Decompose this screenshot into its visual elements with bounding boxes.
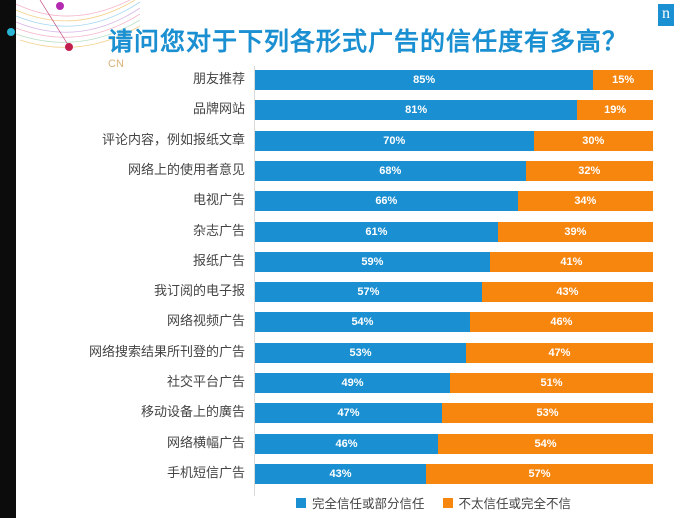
data-label-distrust: 57% (528, 467, 551, 480)
data-label-distrust: 32% (578, 164, 601, 177)
category-label: 网络视频广告 (166, 314, 245, 330)
bar-trust (255, 463, 427, 484)
legend: 完全信任或部分信任 不太信任或完全不信 (296, 493, 589, 512)
left-dark-strip (0, 0, 16, 518)
category-label: 电视广告 (192, 193, 245, 209)
bar-trust (255, 130, 534, 151)
legend-label-trust: 完全信任或部分信任 (312, 496, 425, 511)
category-axis (254, 66, 255, 496)
bar-distrust (593, 70, 653, 90)
decorative-arcs (7, 0, 140, 51)
data-label-trust: 54% (351, 316, 374, 329)
category-label: 手机短信广告 (166, 465, 245, 481)
category-label: 评论内容，例如报纸文章 (101, 132, 245, 148)
data-label-trust: 47% (337, 407, 360, 420)
data-label-distrust: 15% (612, 74, 635, 86)
data-label-trust: 81% (405, 104, 428, 117)
bar-trust (255, 70, 594, 90)
bar-distrust (481, 282, 653, 303)
bar-distrust (525, 160, 653, 181)
category-label: 移动设备上的廣告 (140, 405, 245, 421)
legend-label-distrust: 不太信任或完全不信 (458, 496, 572, 511)
data-label-trust: 68% (379, 164, 402, 177)
data-label-distrust: 53% (536, 407, 559, 420)
data-label-trust: 43% (329, 467, 352, 480)
category-label: 社交平台广告 (166, 375, 245, 390)
data-label-distrust: 39% (564, 225, 587, 238)
region-label: CN (108, 58, 124, 70)
data-label-trust: 46% (335, 437, 358, 450)
data-label-distrust: 54% (534, 437, 557, 450)
data-label-trust: 70% (383, 134, 406, 147)
bar-trust (255, 282, 482, 303)
bar-distrust (533, 130, 653, 151)
bar-trust (255, 433, 439, 454)
category-label: 网络横幅广告 (166, 435, 245, 451)
bar-trust (255, 221, 498, 242)
bar-trust (255, 160, 526, 181)
bar-trust (255, 191, 518, 212)
category-label: 网络上的使用者意见 (127, 162, 245, 178)
page-title: 请问您对于下列各形式广告的信任度有多高？ (108, 27, 629, 56)
data-label-distrust: 47% (548, 346, 571, 359)
data-label-trust: 53% (349, 346, 372, 359)
data-label-distrust: 30% (582, 134, 605, 147)
bar-distrust (469, 312, 653, 333)
data-label-trust: 49% (341, 377, 364, 389)
category-label: 报纸广告 (192, 253, 245, 269)
category-label: 朋友推荐 (192, 72, 245, 87)
bar-trust (255, 312, 470, 333)
bar-trust (255, 373, 451, 393)
legend-swatch-distrust (442, 497, 453, 508)
bar-distrust (426, 463, 653, 484)
bar-trust (255, 342, 466, 363)
nielsen-logo: n (658, 4, 674, 26)
bar-distrust (450, 373, 653, 393)
data-label-distrust: 41% (560, 255, 583, 268)
data-label-distrust: 51% (540, 377, 563, 389)
bar-distrust (465, 342, 653, 363)
bar-distrust (438, 433, 653, 454)
data-label-trust: 57% (357, 286, 380, 299)
legend-item-trust: 完全信任或部分信任 (296, 493, 425, 512)
data-label-trust: 66% (375, 195, 398, 208)
category-label: 品牌网站 (192, 102, 245, 118)
bar-trust (255, 251, 490, 272)
legend-item-distrust: 不太信任或完全不信 (442, 493, 572, 512)
bar-distrust (442, 403, 653, 424)
bar-trust (255, 403, 443, 424)
data-label-distrust: 46% (550, 316, 573, 329)
legend-swatch-trust (296, 497, 306, 508)
bar-distrust (497, 221, 653, 242)
category-label: 网络搜索结果所刊登的广告 (88, 344, 245, 360)
data-label-trust: 61% (365, 225, 388, 238)
data-label-distrust: 34% (574, 195, 597, 208)
bar-distrust (577, 100, 653, 121)
data-label-trust: 85% (413, 74, 436, 86)
bar-distrust (489, 251, 653, 272)
data-label-trust: 59% (361, 255, 384, 268)
bar-distrust (517, 191, 653, 212)
data-label-distrust: 43% (556, 286, 579, 299)
category-label: 我订阅的电子报 (153, 284, 245, 300)
bar-trust (255, 100, 578, 121)
data-label-distrust: 19% (604, 104, 627, 117)
category-label: 杂志广告 (192, 223, 245, 239)
